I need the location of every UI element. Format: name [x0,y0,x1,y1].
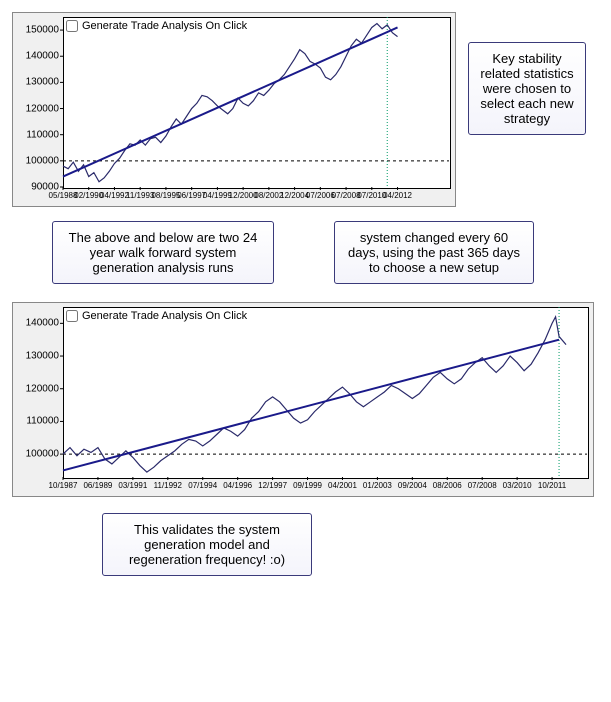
callout-stability: Key stability related statistics were ch… [468,42,586,135]
callout-validation: This validates the system generation mod… [102,513,312,576]
trade-analysis-label: Generate Trade Analysis On Click [82,20,247,32]
callout-walkforward: The above and below are two 24 year walk… [52,221,274,284]
trade-analysis-checkbox[interactable] [66,310,78,322]
chart-2: 10000011000012000013000014000010/198706/… [12,302,599,497]
callout-system-change: system changed every 60 days, using the … [334,221,534,284]
trade-analysis-label: Generate Trade Analysis On Click [82,310,247,322]
trade-analysis-checkbox[interactable] [66,20,78,32]
chart-1: 9000010000011000012000013000014000015000… [12,12,456,207]
